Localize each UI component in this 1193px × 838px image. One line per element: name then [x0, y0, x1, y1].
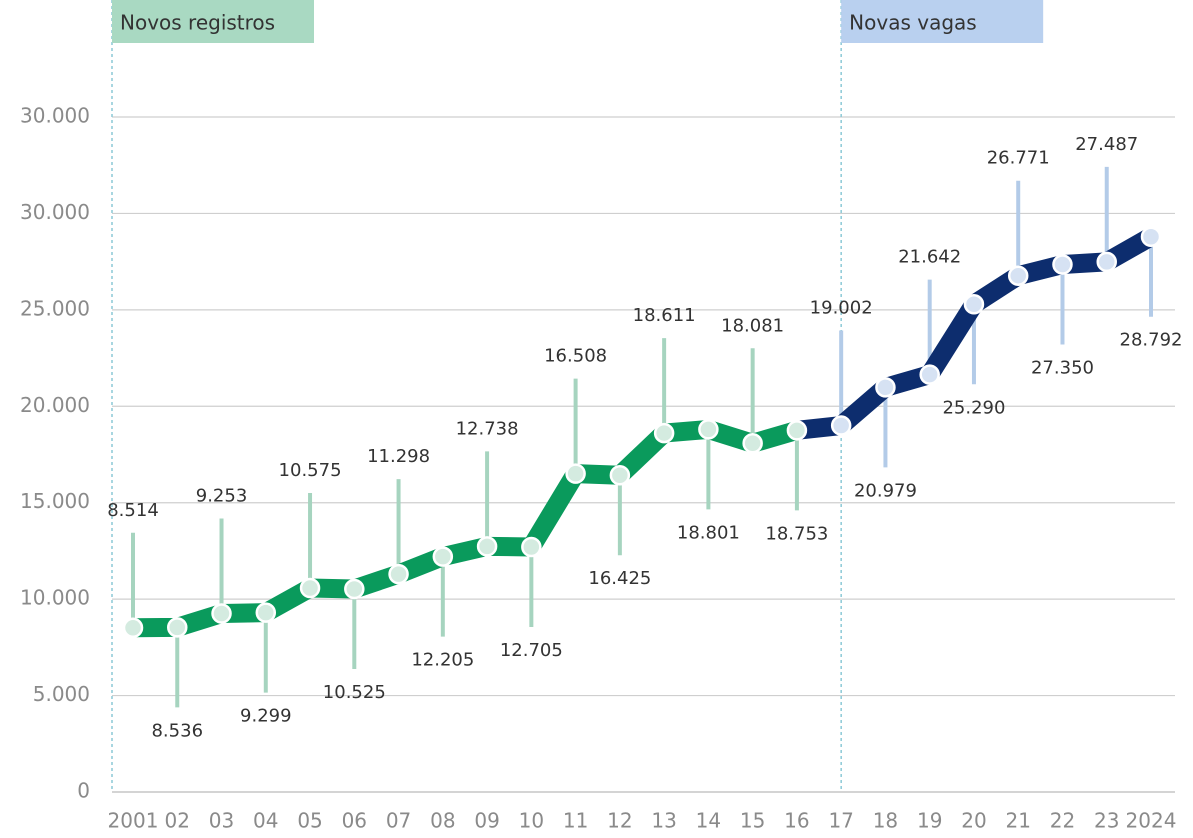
marker [1096, 251, 1117, 273]
value-label: 11.298 [367, 446, 430, 467]
value-label: 9.253 [196, 486, 248, 507]
x-tick-label: 16 [784, 809, 809, 833]
x-tick-label: 19 [917, 809, 942, 833]
value-label: 12.705 [500, 640, 563, 661]
value-label: 16.425 [588, 568, 651, 589]
x-tick-label: 17 [828, 809, 853, 833]
x-tick-label: 14 [696, 809, 721, 833]
marker [609, 464, 631, 486]
x-tick-label: 02 [165, 809, 190, 833]
marker [122, 617, 144, 639]
x-tick-label: 06 [342, 809, 367, 833]
x-tick-label: 08 [430, 809, 455, 833]
value-label: 26.771 [987, 148, 1050, 169]
marker [653, 422, 675, 444]
value-label: 25.290 [942, 397, 1005, 418]
x-tick-label: 21 [1005, 809, 1030, 833]
marker [1052, 254, 1073, 275]
x-tick-label: 12 [607, 809, 632, 833]
marker [1007, 265, 1029, 286]
value-label: 16.508 [544, 346, 607, 367]
x-tick-label: 22 [1050, 809, 1075, 833]
value-label: 18.753 [765, 523, 828, 544]
x-tick-label: 10 [519, 809, 544, 833]
y-tick-label: 20.000 [20, 393, 90, 417]
value-label: 8.514 [107, 500, 159, 521]
marker [255, 602, 277, 623]
x-tick-label: 23 [1094, 809, 1119, 833]
value-label: 19.002 [810, 298, 873, 319]
marker [919, 364, 940, 385]
line-0 [123, 419, 807, 638]
y-tick-label: 0 [77, 779, 90, 803]
x-tick-label: 05 [297, 809, 322, 833]
x-tick-label: 18 [873, 809, 898, 833]
x-tick-label: 13 [651, 809, 676, 833]
y-tick-label: 10.000 [20, 586, 90, 610]
y-tick-label: 30.000 [20, 104, 90, 128]
value-label: 9.299 [240, 706, 292, 727]
value-label: 18.801 [677, 522, 740, 543]
section-label: Novos registros [120, 11, 275, 35]
x-tick-label: 09 [474, 809, 499, 833]
marker [565, 463, 586, 484]
y-tick-label: 30.000 [20, 200, 90, 224]
y-tick-label: 5.000 [33, 682, 90, 706]
x-tick-label: 04 [253, 809, 278, 833]
value-label: 21.642 [898, 247, 961, 268]
section-box [112, 0, 314, 43]
marker [388, 563, 409, 585]
x-tick-label: 2024 [1126, 809, 1177, 833]
marker [698, 419, 719, 440]
x-tick-label: 2001 [108, 809, 159, 833]
value-label: 8.536 [151, 720, 203, 741]
value-label: 28.792 [1120, 330, 1183, 351]
x-tick-label: 07 [386, 809, 411, 833]
x-tick-label: 15 [740, 809, 765, 833]
marker [432, 546, 454, 567]
marker [211, 603, 232, 624]
marker [344, 578, 365, 600]
marker [299, 577, 321, 599]
value-label: 10.525 [323, 682, 386, 703]
x-tick-label: 03 [209, 809, 234, 833]
marker [963, 294, 985, 315]
value-label: 18.081 [721, 315, 784, 336]
marker [1140, 226, 1162, 247]
marker [875, 377, 896, 398]
value-label: 20.979 [854, 480, 917, 501]
marker [167, 617, 188, 638]
section-box [841, 0, 1044, 43]
value-label: 27.487 [1075, 134, 1138, 155]
section-label: Novas vagas [849, 11, 977, 35]
value-label: 27.350 [1031, 358, 1094, 379]
value-label: 18.611 [633, 305, 696, 326]
marker [830, 415, 852, 436]
marker [786, 420, 808, 441]
x-tick-label: 20 [961, 809, 986, 833]
value-label: 10.575 [279, 460, 342, 481]
marker [476, 536, 498, 557]
x-tick-label: 11 [563, 809, 588, 833]
y-tick-label: 15.000 [20, 489, 90, 513]
value-label: 12.205 [411, 650, 474, 671]
marker [742, 433, 763, 454]
marker [521, 536, 542, 558]
y-tick-label: 25.000 [20, 296, 90, 320]
value-label: 12.738 [456, 418, 519, 439]
